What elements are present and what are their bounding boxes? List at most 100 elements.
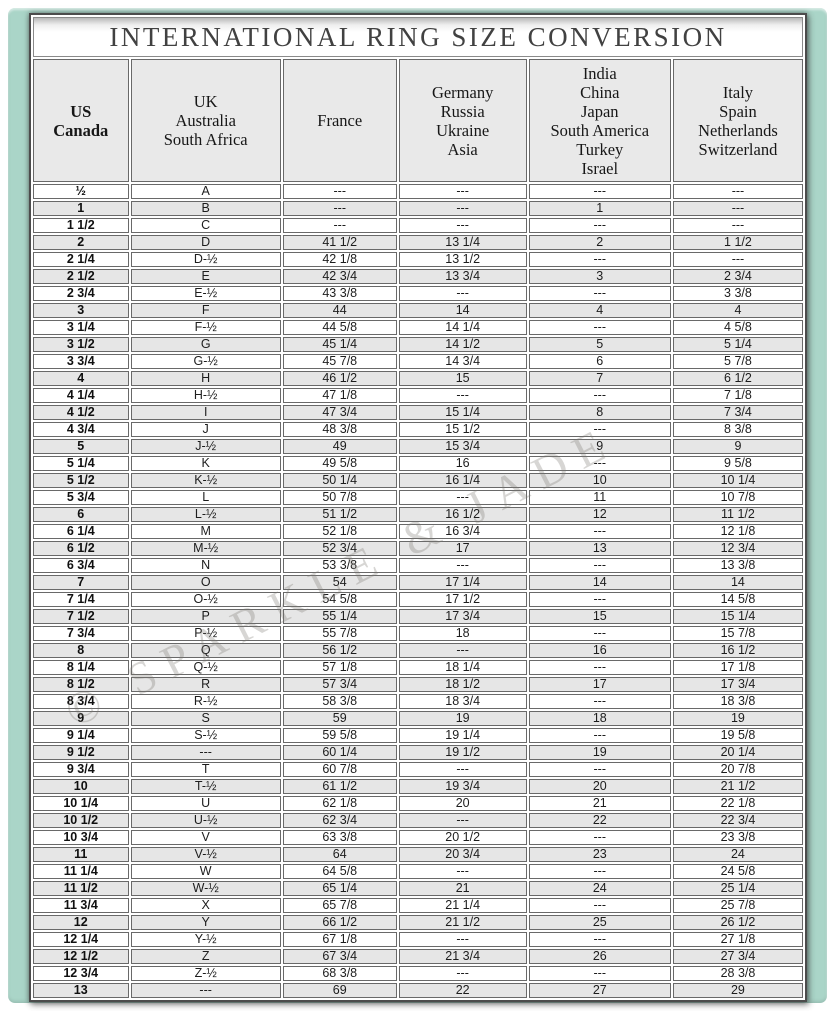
cell-italy: --- bbox=[672, 201, 803, 216]
cell-india: --- bbox=[528, 422, 671, 437]
table-row: 4 H 46 1/2 15 7 6 1/2 bbox=[33, 371, 803, 386]
cell-india: --- bbox=[528, 388, 671, 403]
cell-italy: 5 1/4 bbox=[672, 337, 803, 352]
cell-italy: --- bbox=[672, 218, 803, 233]
cell-italy: 3 3/8 bbox=[672, 286, 803, 301]
table-row: 2 1/4 D-½ 42 1/8 13 1/2 --- --- bbox=[33, 252, 803, 267]
cell-uk: O bbox=[130, 575, 281, 590]
cell-us: 12 bbox=[33, 915, 129, 930]
cell-us: 7 1/2 bbox=[33, 609, 129, 624]
cell-france: --- bbox=[282, 201, 397, 216]
cell-italy: 6 1/2 bbox=[672, 371, 803, 386]
table-row: 1 1/2 C --- --- --- --- bbox=[33, 218, 803, 233]
cell-uk: V-½ bbox=[130, 847, 281, 862]
cell-germany: 15 bbox=[398, 371, 527, 386]
cell-us: 10 3/4 bbox=[33, 830, 129, 845]
cell-uk: J-½ bbox=[130, 439, 281, 454]
cell-india: 11 bbox=[528, 490, 671, 505]
cell-france: 49 bbox=[282, 439, 397, 454]
cell-france: 42 1/8 bbox=[282, 252, 397, 267]
cell-us: 7 1/4 bbox=[33, 592, 129, 607]
cell-germany: 16 bbox=[398, 456, 527, 471]
cell-germany: 15 3/4 bbox=[398, 439, 527, 454]
cell-india: --- bbox=[528, 456, 671, 471]
cell-india: 23 bbox=[528, 847, 671, 862]
cell-germany: --- bbox=[398, 558, 527, 573]
cell-germany: 22 bbox=[398, 983, 527, 998]
cell-us: 3 3/4 bbox=[33, 354, 129, 369]
cell-uk: --- bbox=[130, 745, 281, 760]
column-header-row: US Canada UK Australia South Africa France Ger… bbox=[33, 59, 803, 182]
cell-france: --- bbox=[282, 184, 397, 199]
table-row: 12 3/4 Z-½ 68 3/8 --- --- 28 3/8 bbox=[33, 966, 803, 981]
cell-france: 44 bbox=[282, 303, 397, 318]
cell-germany: --- bbox=[398, 932, 527, 947]
cell-italy: 16 1/2 bbox=[672, 643, 803, 658]
cell-uk: Y-½ bbox=[130, 932, 281, 947]
cell-france: 44 5/8 bbox=[282, 320, 397, 335]
cell-us: 4 1/2 bbox=[33, 405, 129, 420]
table-row: 9 3/4 T 60 7/8 --- --- 20 7/8 bbox=[33, 762, 803, 777]
cell-uk: J bbox=[130, 422, 281, 437]
cell-france: 54 bbox=[282, 575, 397, 590]
cell-india: 21 bbox=[528, 796, 671, 811]
cell-us: 1 1/2 bbox=[33, 218, 129, 233]
cell-india: 1 bbox=[528, 201, 671, 216]
cell-uk: U bbox=[130, 796, 281, 811]
cell-italy: 20 1/4 bbox=[672, 745, 803, 760]
cell-uk: E bbox=[130, 269, 281, 284]
cell-us: 5 bbox=[33, 439, 129, 454]
cell-france: 42 3/4 bbox=[282, 269, 397, 284]
table-row: 7 1/4 O-½ 54 5/8 17 1/2 --- 14 5/8 bbox=[33, 592, 803, 607]
cell-germany: 18 1/2 bbox=[398, 677, 527, 692]
table-row: 2 1/2 E 42 3/4 13 3/4 3 2 3/4 bbox=[33, 269, 803, 284]
cell-india: 16 bbox=[528, 643, 671, 658]
table-row: ½ A --- --- --- --- bbox=[33, 184, 803, 199]
cell-italy: 12 1/8 bbox=[672, 524, 803, 539]
cell-germany: 13 3/4 bbox=[398, 269, 527, 284]
cell-germany: 21 1/2 bbox=[398, 915, 527, 930]
cell-us: 6 1/2 bbox=[33, 541, 129, 556]
cell-france: 59 bbox=[282, 711, 397, 726]
table-row: 9 1/4 S-½ 59 5/8 19 1/4 --- 19 5/8 bbox=[33, 728, 803, 743]
table-row: 4 1/2 I 47 3/4 15 1/4 8 7 3/4 bbox=[33, 405, 803, 420]
cell-india: 24 bbox=[528, 881, 671, 896]
cell-india: --- bbox=[528, 218, 671, 233]
cell-india: 7 bbox=[528, 371, 671, 386]
cell-uk: A bbox=[130, 184, 281, 199]
cell-us: 11 1/4 bbox=[33, 864, 129, 879]
cell-uk: N bbox=[130, 558, 281, 573]
cell-italy: 13 3/8 bbox=[672, 558, 803, 573]
cell-us: 11 1/2 bbox=[33, 881, 129, 896]
cell-france: 65 1/4 bbox=[282, 881, 397, 896]
table-row: 9 S 59 19 18 19 bbox=[33, 711, 803, 726]
cell-us: 12 1/4 bbox=[33, 932, 129, 947]
cell-france: 55 1/4 bbox=[282, 609, 397, 624]
cell-us: 5 1/4 bbox=[33, 456, 129, 471]
cell-france: 51 1/2 bbox=[282, 507, 397, 522]
cell-us: 3 1/4 bbox=[33, 320, 129, 335]
table-row: 8 1/2 R 57 3/4 18 1/2 17 17 3/4 bbox=[33, 677, 803, 692]
cell-us: 8 3/4 bbox=[33, 694, 129, 709]
cell-india: --- bbox=[528, 898, 671, 913]
table-row: 7 1/2 P 55 1/4 17 3/4 15 15 1/4 bbox=[33, 609, 803, 624]
cell-uk: S bbox=[130, 711, 281, 726]
cell-india: --- bbox=[528, 184, 671, 199]
cell-germany: --- bbox=[398, 184, 527, 199]
cell-india: 4 bbox=[528, 303, 671, 318]
cell-italy: 24 bbox=[672, 847, 803, 862]
cell-france: 59 5/8 bbox=[282, 728, 397, 743]
cell-germany: 16 1/2 bbox=[398, 507, 527, 522]
cell-uk: Z bbox=[130, 949, 281, 964]
cell-france: --- bbox=[282, 218, 397, 233]
table-row: 5 1/2 K-½ 50 1/4 16 1/4 10 10 1/4 bbox=[33, 473, 803, 488]
table-row: 8 3/4 R-½ 58 3/8 18 3/4 --- 18 3/8 bbox=[33, 694, 803, 709]
cell-france: 45 1/4 bbox=[282, 337, 397, 352]
cell-india: --- bbox=[528, 524, 671, 539]
cell-italy: 7 1/8 bbox=[672, 388, 803, 403]
cell-india: --- bbox=[528, 626, 671, 641]
cell-germany: 17 1/2 bbox=[398, 592, 527, 607]
table-row: 6 1/4 M 52 1/8 16 3/4 --- 12 1/8 bbox=[33, 524, 803, 539]
cell-us: 6 bbox=[33, 507, 129, 522]
cell-uk: V bbox=[130, 830, 281, 845]
